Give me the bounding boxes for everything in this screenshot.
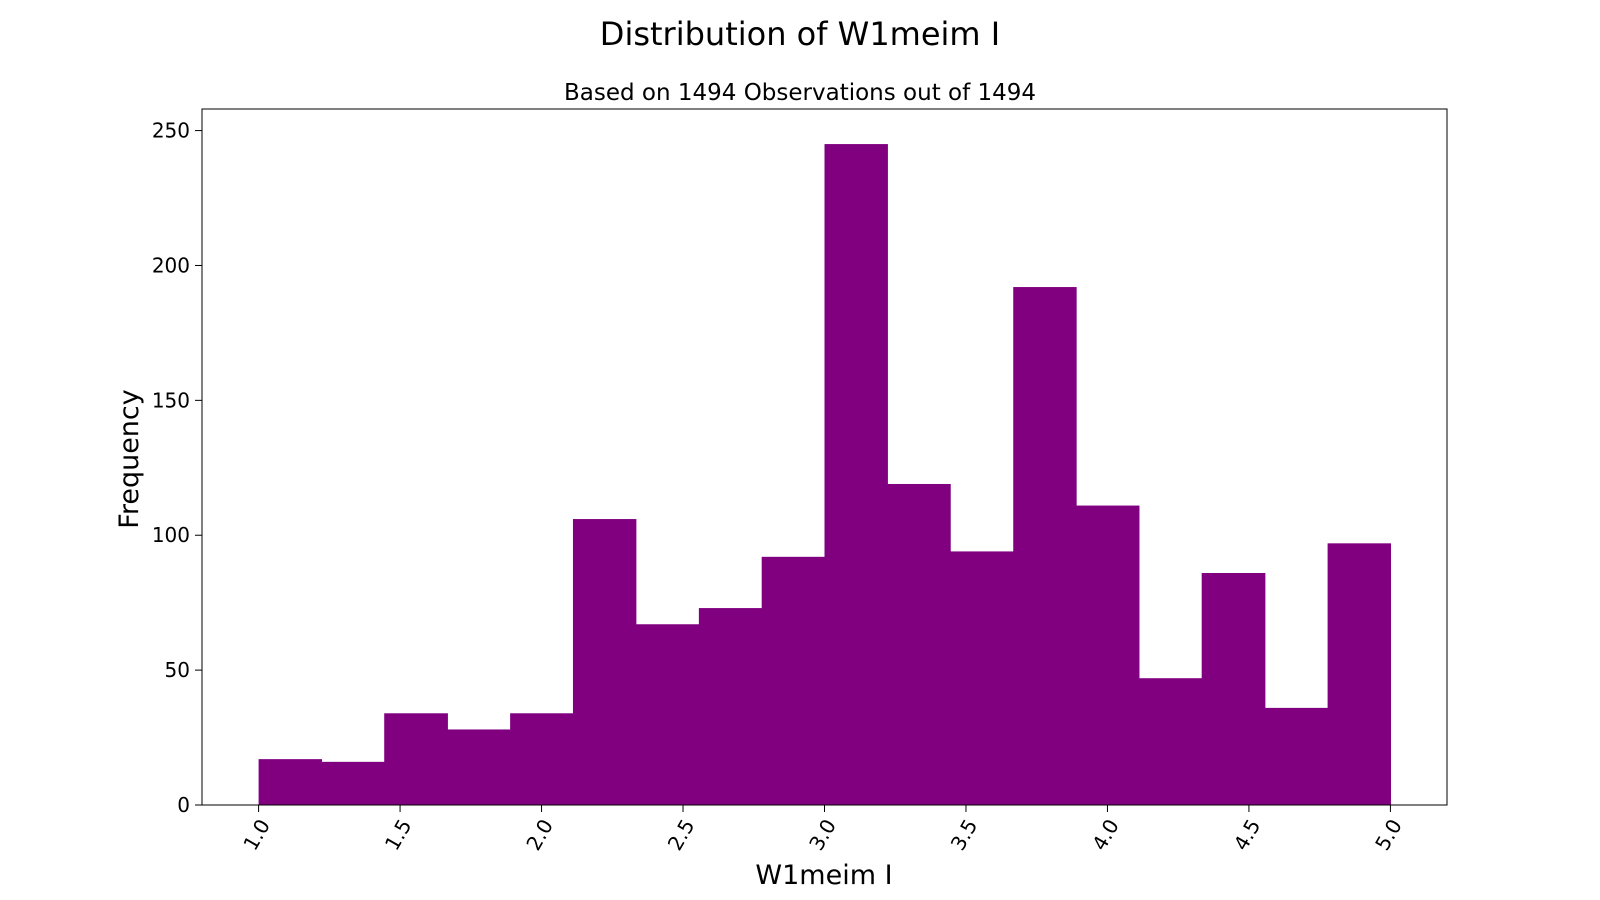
histogram-bar: [1327, 543, 1392, 805]
histogram-bar: [635, 624, 700, 805]
histogram-bar: [447, 729, 511, 805]
histogram-bar: [1264, 707, 1329, 805]
y-tick-label: 0: [177, 793, 190, 817]
bars-group: [258, 144, 1392, 805]
histogram-bar: [258, 759, 323, 805]
y-tick-label: 50: [165, 658, 190, 682]
y-tick-label: 100: [152, 523, 190, 547]
x-tick-label: 2.5: [663, 815, 700, 855]
histogram-bar: [572, 519, 637, 805]
x-tick-label: 1.0: [238, 815, 275, 855]
y-tick-label: 250: [152, 119, 190, 143]
y-tick-label: 150: [152, 388, 190, 412]
histogram-bar: [384, 713, 448, 805]
x-tick-label: 2.0: [521, 815, 558, 855]
x-tick-label: 3.0: [804, 815, 841, 855]
y-axis-ticks: 0 50 100 150 200 250: [152, 119, 202, 817]
x-tick-label: 4.0: [1087, 815, 1124, 855]
histogram-bar: [1076, 505, 1140, 805]
x-tick-label: 5.0: [1370, 815, 1407, 855]
x-axis-label: W1meim I: [755, 860, 892, 891]
histogram-bar: [698, 608, 763, 805]
y-tick-label: 200: [152, 253, 190, 277]
x-tick-label: 3.5: [946, 815, 983, 855]
plot-area-frame: [201, 108, 1448, 806]
histogram-bar: [887, 483, 951, 805]
histogram-bar: [761, 556, 826, 805]
chart-title: Distribution of W1meim I: [600, 15, 1000, 53]
histogram-bar: [1138, 678, 1203, 805]
histogram-bar: [510, 713, 574, 805]
histogram-bar: [824, 144, 888, 805]
y-axis-label: Frequency: [114, 389, 145, 529]
x-axis-ticks: 1.0 1.5 2.0 2.5 3.0 3.5 4.0 4.5 5.0: [238, 805, 1407, 855]
chart-subtitle: Based on 1494 Observations out of 1494: [564, 80, 1036, 106]
histogram-bar: [1013, 287, 1077, 805]
histogram-bar: [321, 761, 385, 805]
x-tick-label: 1.5: [380, 815, 417, 855]
histogram-bar: [950, 551, 1014, 805]
x-tick-label: 4.5: [1229, 815, 1266, 855]
histogram-bar: [1201, 573, 1266, 805]
